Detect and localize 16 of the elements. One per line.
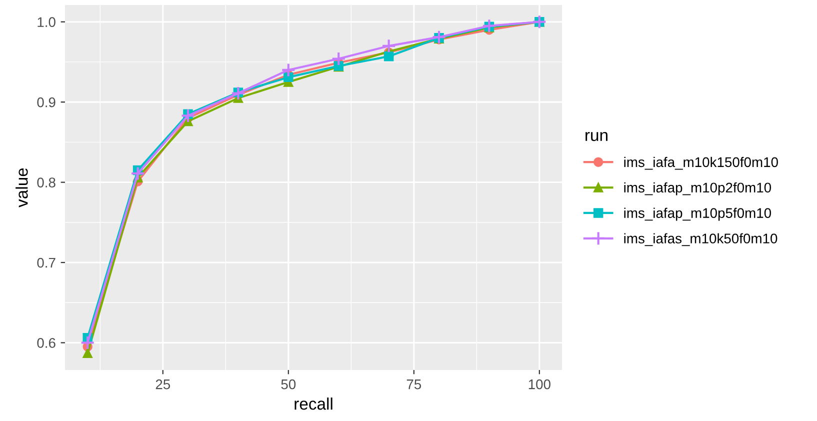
legend-label: ims_iafas_m10k50f0m10 <box>624 233 778 246</box>
x-axis-title: recall <box>294 398 332 410</box>
y-tick-label: 0.6 <box>37 338 56 348</box>
y-axis-title: value <box>16 168 28 208</box>
legend-label: ims_iafa_m10k150f0m10 <box>624 156 778 170</box>
x-tick-label: 50 <box>281 379 296 390</box>
legend-label: ims_iafap_m10p2f0m10 <box>624 182 772 196</box>
y-tick-label: 0.8 <box>37 178 56 188</box>
y-tick-label: 0.7 <box>37 258 56 268</box>
y-tick-label: 1.0 <box>38 17 56 28</box>
x-tick-label: 100 <box>528 379 550 390</box>
x-tick-label: 25 <box>156 379 170 390</box>
legend-label: ims_iafap_m10p5f0m10 <box>624 208 772 221</box>
x-tick-label: 75 <box>406 380 422 390</box>
legend-title: run <box>586 132 608 142</box>
y-tick-label: 0.9 <box>37 97 56 108</box>
